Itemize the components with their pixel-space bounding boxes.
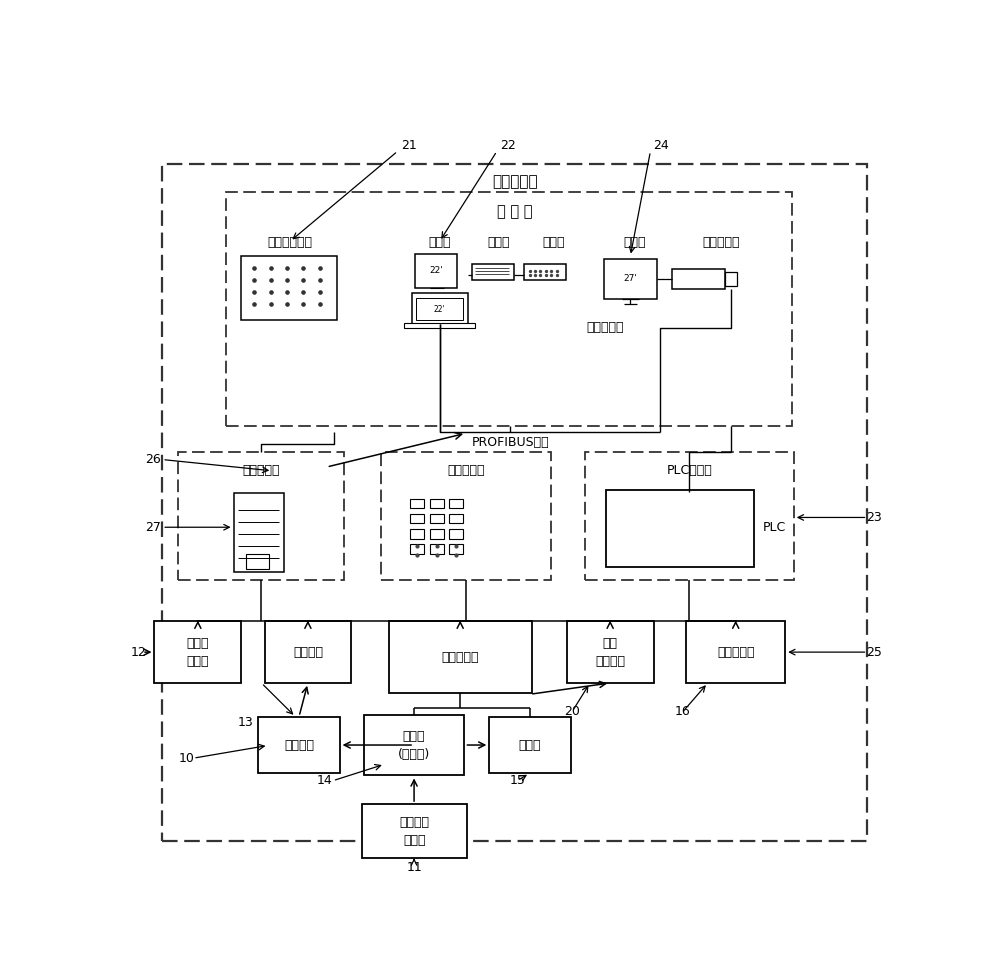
Bar (472, 264, 514, 280)
Bar (415, 254, 457, 288)
Text: 14: 14 (317, 774, 333, 787)
Bar (449, 498, 463, 508)
Bar (362, 804, 467, 858)
Bar (430, 544, 444, 554)
Bar (410, 529, 424, 538)
Bar (449, 544, 463, 554)
Text: 等离子
发生器: 等离子 发生器 (187, 637, 209, 667)
Bar (226, 192, 792, 426)
Bar (609, 493, 626, 565)
Text: 25: 25 (866, 646, 882, 658)
Bar (670, 493, 687, 565)
Text: 上位机: 上位机 (428, 236, 451, 249)
Bar (241, 256, 337, 320)
Text: 27: 27 (145, 521, 161, 533)
Text: 11: 11 (406, 861, 422, 873)
Text: PLC: PLC (763, 521, 786, 533)
Text: 打印机: 打印机 (487, 236, 510, 249)
Bar (410, 498, 424, 508)
Text: 系统配电柜: 系统配电柜 (242, 464, 280, 478)
Bar (524, 264, 566, 280)
Bar (154, 621, 241, 683)
Text: 控 制 台: 控 制 台 (497, 204, 533, 219)
Bar (567, 621, 654, 683)
Text: 进料系统: 进料系统 (284, 739, 314, 751)
Text: 手动控制单元: 手动控制单元 (268, 236, 313, 249)
Text: 13: 13 (237, 715, 253, 729)
Bar (630, 493, 647, 565)
Bar (585, 452, 794, 580)
Text: 监视器: 监视器 (623, 236, 645, 249)
Text: 12: 12 (131, 646, 147, 658)
Bar (489, 717, 571, 773)
Text: 一燃室
(熔融炉): 一燃室 (熔融炉) (398, 730, 430, 761)
Text: 二燃室: 二燃室 (519, 739, 541, 751)
Bar (430, 529, 444, 538)
Text: 23: 23 (866, 511, 882, 524)
Bar (430, 498, 444, 508)
Bar (686, 621, 785, 683)
Text: 监控摄像机: 监控摄像机 (717, 646, 754, 658)
Bar (690, 493, 707, 565)
Bar (710, 493, 727, 565)
Text: 27': 27' (623, 275, 637, 283)
Bar (730, 493, 747, 565)
Bar (264, 621, 351, 683)
Bar (381, 452, 551, 580)
Text: 第三方通讯: 第三方通讯 (587, 321, 624, 334)
Text: 尾气
处理系统: 尾气 处理系统 (595, 637, 625, 667)
Bar (178, 452, 344, 580)
Text: 22': 22' (430, 266, 443, 276)
Text: PLC控制柜: PLC控制柜 (666, 464, 712, 478)
Text: 发生器辅
助系统: 发生器辅 助系统 (399, 816, 429, 847)
Bar (430, 514, 444, 524)
Text: 硬盘录像机: 硬盘录像机 (702, 236, 740, 249)
Text: 仪表显示柜: 仪表显示柜 (447, 464, 485, 478)
Bar (234, 493, 284, 573)
Text: 中央控制室: 中央控制室 (492, 175, 538, 190)
Bar (246, 554, 269, 570)
Bar (606, 490, 754, 567)
Text: 26: 26 (145, 453, 161, 466)
Text: 21: 21 (402, 140, 417, 152)
Text: 15: 15 (509, 774, 525, 787)
Bar (650, 493, 667, 565)
Text: 22: 22 (500, 140, 516, 152)
Bar (604, 260, 657, 299)
Bar (412, 292, 468, 324)
Text: PROFIBUS总线: PROFIBUS总线 (471, 437, 549, 449)
Text: 10: 10 (179, 751, 195, 765)
Text: 24: 24 (653, 140, 669, 152)
Bar (364, 715, 464, 776)
Text: 现场控制箱: 现场控制箱 (441, 651, 479, 663)
Bar (672, 270, 725, 289)
Bar (258, 717, 340, 773)
Text: 20: 20 (564, 705, 580, 718)
Text: 16: 16 (675, 705, 691, 718)
Bar (410, 514, 424, 524)
Bar (416, 298, 463, 320)
Bar (449, 514, 463, 524)
Bar (449, 529, 463, 538)
Bar (388, 621, 532, 693)
Bar (410, 544, 424, 554)
Bar (404, 323, 475, 328)
Bar (725, 273, 737, 285)
Text: 22': 22' (434, 305, 445, 314)
Text: 交换机: 交换机 (542, 236, 565, 249)
Text: 电源装置: 电源装置 (293, 646, 323, 658)
